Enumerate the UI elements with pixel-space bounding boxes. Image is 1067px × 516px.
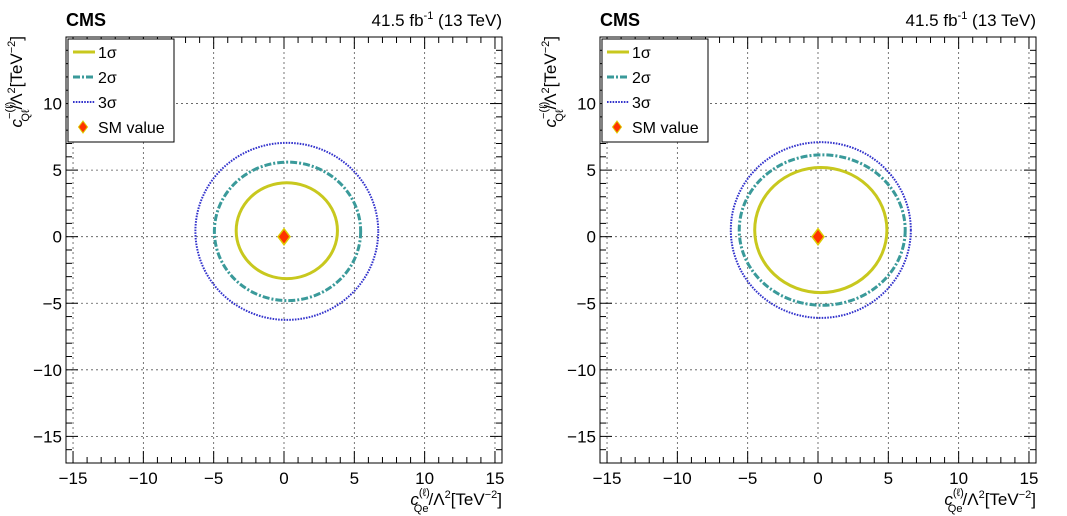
legend: 1σ 2σ 3σ SM value <box>67 38 175 143</box>
y-axis-title: c−(ℓ) Qℓ/Λ2[TeV−2] <box>538 36 566 127</box>
y-tick-label: −15 <box>567 427 596 446</box>
legend-marker-sm <box>77 120 89 134</box>
y-tick-label: 0 <box>53 228 62 247</box>
legend-label: 1σ <box>632 45 651 62</box>
sm-value-marker <box>277 227 291 246</box>
y-axis-title: c−(ℓ) Qℓ/Λ2[TeV−2] <box>4 36 32 127</box>
x-tick-label: −10 <box>663 469 692 488</box>
y-tick-label: 5 <box>53 161 62 180</box>
x-tick-label: 5 <box>884 469 893 488</box>
contour-s1 <box>234 181 339 281</box>
luminosity-label: 41.5 fb-1 (13 TeV) <box>372 10 502 30</box>
legend-label: 3σ <box>98 95 117 112</box>
x-axis-title: c(ℓ) Qe/Λ2[TeV−2] <box>944 487 1036 515</box>
y-tick-label: 10 <box>43 95 62 114</box>
x-tick-label: 0 <box>813 469 822 488</box>
experiment-label: CMS <box>600 10 640 30</box>
x-tick-label: 5 <box>350 469 359 488</box>
legend-label: 3σ <box>632 95 651 112</box>
y-tick-label: −5 <box>43 294 62 313</box>
y-tick-label: 0 <box>587 228 596 247</box>
series-group <box>194 141 380 321</box>
y-axis-title-group: c−(ℓ) Qℓ/Λ2[TeV−2] <box>538 36 566 127</box>
x-axis-title: c(ℓ) Qe/Λ2[TeV−2] <box>410 487 502 515</box>
luminosity-label: 41.5 fb-1 (13 TeV) <box>906 10 1036 30</box>
legend-label: SM value <box>632 120 699 137</box>
x-tick-label: −5 <box>204 469 223 488</box>
x-tick-label: −10 <box>129 469 158 488</box>
y-axis-title-group: c−(ℓ) Qℓ/Λ2[TeV−2] <box>4 36 32 127</box>
x-tick-label: 15 <box>1020 469 1039 488</box>
contour-s3 <box>194 141 380 321</box>
contour-s3 <box>729 141 912 319</box>
x-tick-label: −5 <box>738 469 757 488</box>
legend-label: 1σ <box>98 45 117 62</box>
series-group <box>729 141 912 319</box>
legend-label: SM value <box>98 120 165 137</box>
x-tick-label: 0 <box>279 469 288 488</box>
chart-panel-right: −15 −10 −5 0 5 10 15 −15 −10 −5 0 5 10 CMS 41.5 fb-1 (… <box>534 0 1067 516</box>
y-tick-label: −5 <box>577 294 596 313</box>
contour-s1 <box>753 165 889 295</box>
contour-s2 <box>212 160 363 303</box>
legend-label: 2σ <box>632 70 651 87</box>
contour-s2 <box>737 153 907 307</box>
contour-chart-right: −15 −10 −5 0 5 10 15 −15 −10 −5 0 5 10 CMS 41.5 fb-1 (… <box>534 0 1067 516</box>
contour-chart-left: −15 −10 −5 0 5 10 15 −15 −10 −5 0 5 10 CMS 41.5 fb-1 (… <box>0 0 533 516</box>
x-tick-label: −15 <box>593 469 622 488</box>
x-tick-label: 10 <box>949 469 968 488</box>
sm-value-marker <box>811 227 825 246</box>
chart-panel-left: −15 −10 −5 0 5 10 15 −15 −10 −5 0 5 10 CMS 41.5 fb-1 (… <box>0 0 533 516</box>
y-tick-label: −10 <box>33 361 62 380</box>
experiment-label: CMS <box>66 10 106 30</box>
y-tick-label: −15 <box>33 427 62 446</box>
axes: −15 −10 −5 0 5 10 15 −15 −10 −5 0 5 10 <box>33 36 505 488</box>
legend-label: 2σ <box>98 70 117 87</box>
x-tick-label: −15 <box>59 469 88 488</box>
x-tick-label: 10 <box>415 469 434 488</box>
legend: 1σ 2σ 3σ SM value <box>601 38 709 143</box>
y-tick-label: 5 <box>587 161 596 180</box>
x-tick-label: 15 <box>486 469 505 488</box>
y-tick-label: −10 <box>567 361 596 380</box>
legend-marker-sm <box>611 120 623 134</box>
y-tick-label: 10 <box>577 95 596 114</box>
axes: −15 −10 −5 0 5 10 15 −15 −10 −5 0 5 10 <box>567 36 1039 488</box>
